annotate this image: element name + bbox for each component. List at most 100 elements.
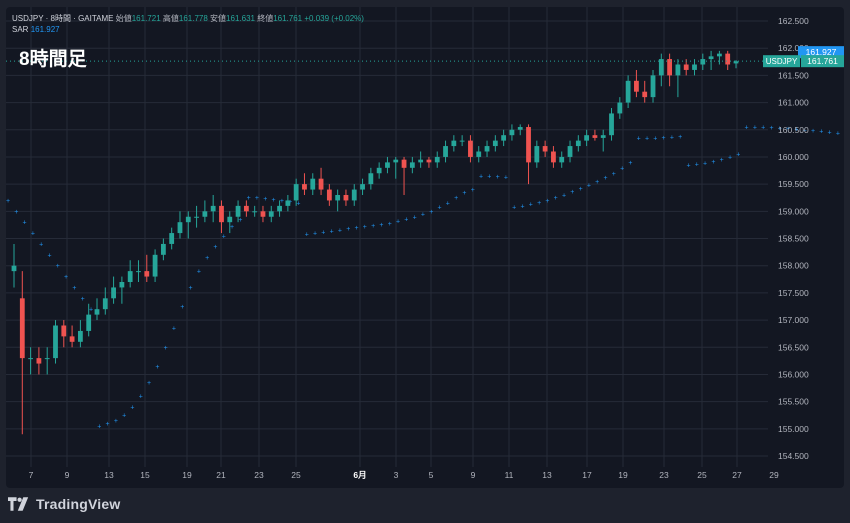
candle-up: [368, 173, 374, 185]
candle-down: [634, 80, 639, 92]
sar-dot: +: [396, 219, 400, 226]
candle-down: [542, 146, 548, 152]
sar-dot: +: [803, 127, 807, 134]
legend-close-value: 161.761: [273, 14, 303, 23]
candle-up: [717, 53, 722, 57]
candle-down: [343, 195, 349, 201]
time-tick-label: 6月: [353, 470, 366, 480]
sar-dot: +: [678, 134, 682, 141]
candle-up: [102, 298, 108, 310]
sar-dot: +: [172, 326, 176, 333]
sar-dot: +: [529, 202, 533, 209]
sar-dot: +: [570, 189, 574, 196]
candle-up: [559, 156, 565, 163]
candle-up: [360, 184, 365, 190]
sar-dot: +: [81, 296, 85, 303]
time-tick-label: 9: [65, 470, 70, 480]
candle-down: [683, 64, 689, 70]
price-tick-label: 160.000: [778, 152, 809, 162]
candle-up: [152, 254, 158, 277]
sar-dot: +: [139, 394, 143, 401]
sar-dot: +: [122, 413, 126, 420]
legend-open-value: 161.721: [131, 14, 161, 23]
sar-dot: +: [346, 226, 350, 233]
sar-dot: +: [247, 195, 251, 202]
sar-dot: +: [388, 221, 392, 228]
candle-down: [144, 271, 150, 277]
legend-low-label: 安値: [210, 14, 227, 23]
time-axis: 7 9 13 15 19 21 23 25 6月 3 5 9 11 13 17 19 23 25 27 29: [29, 470, 779, 480]
legend-sar-row: SAR 161.927: [12, 24, 364, 35]
legend-symbol[interactable]: USDJPY · 8時間 · GAITAME: [12, 14, 114, 23]
candle-up: [376, 167, 382, 174]
sar-dot: +: [711, 159, 715, 166]
candle-up: [11, 265, 17, 272]
candle-up: [492, 140, 498, 147]
candle-up: [268, 211, 274, 217]
sar-dot: +: [612, 171, 616, 178]
sar-dot: +: [479, 173, 483, 180]
candle-up: [235, 205, 241, 217]
candle-down: [667, 59, 673, 76]
sar-dot: +: [446, 201, 450, 208]
candle-up: [617, 102, 623, 114]
time-tick-label: 25: [291, 470, 301, 480]
tradingview-branding[interactable]: TradingView: [8, 494, 120, 514]
candle-down: [468, 140, 473, 157]
candle-up: [160, 243, 166, 255]
candle-up: [136, 271, 141, 273]
candle-up: [252, 211, 258, 213]
time-tick-label: 11: [505, 470, 514, 480]
sar-dot: +: [222, 233, 226, 240]
candle-down: [69, 336, 75, 342]
legend-high-label: 高値: [162, 14, 179, 23]
sar-dot: +: [562, 193, 566, 200]
sar-dot: +: [338, 227, 342, 234]
time-tick-label: 5: [429, 470, 434, 480]
sar-dot: +: [512, 204, 516, 211]
price-tick-label: 162.000: [778, 43, 809, 53]
candle-up: [650, 75, 656, 98]
sar-dot: +: [695, 162, 699, 169]
sar-dot: +: [454, 195, 458, 202]
sar-dot: +: [496, 174, 500, 181]
legend-sar-label[interactable]: SAR: [12, 25, 29, 34]
price-tick-label: 158.000: [778, 261, 809, 271]
price-tick-label: 155.000: [778, 424, 809, 434]
candle-up: [393, 159, 399, 163]
candle-up: [119, 282, 125, 288]
candle-up: [625, 80, 631, 103]
sar-dot: +: [89, 307, 93, 314]
sar-dot: +: [753, 125, 757, 132]
candle-up: [675, 64, 681, 76]
sar-dot: +: [155, 364, 159, 371]
candle-down: [725, 53, 731, 65]
candle-up: [293, 184, 299, 201]
candle-down: [260, 211, 266, 217]
candle-up: [385, 162, 390, 168]
sar-dot: +: [720, 157, 724, 164]
timeframe-title: 8時間足: [19, 49, 87, 70]
candle-down: [61, 325, 67, 337]
sar-dot: +: [6, 198, 10, 205]
candle-down: [401, 159, 407, 168]
chart-panel[interactable]: + + + + + + + + + + + + + + + + + + + + + + + + + + + + + + + + + + + + + + + +…: [6, 7, 844, 488]
candle-up: [111, 287, 116, 299]
candle-up: [459, 140, 465, 142]
candlestick-chart[interactable]: + + + + + + + + + + + + + + + + + + + + + + + + + + + + + + + + + + + + + + + +…: [6, 7, 844, 488]
sar-dot: +: [686, 163, 690, 170]
sar-dot: +: [487, 173, 491, 180]
candle-down: [592, 135, 598, 138]
price-tick-label: 157.000: [778, 315, 809, 325]
sar-dot: +: [238, 217, 242, 224]
price-tick-label: 159.000: [778, 206, 809, 216]
sar-dot: +: [180, 304, 184, 311]
candle-up: [700, 59, 706, 65]
candle-up: [443, 146, 448, 157]
symbol-price-tag-text: USDJPY: [766, 57, 798, 66]
sar-dot: +: [579, 186, 583, 193]
time-tick-label: 7: [29, 470, 34, 480]
candle-up: [185, 216, 191, 223]
sar-dot: +: [745, 125, 749, 132]
